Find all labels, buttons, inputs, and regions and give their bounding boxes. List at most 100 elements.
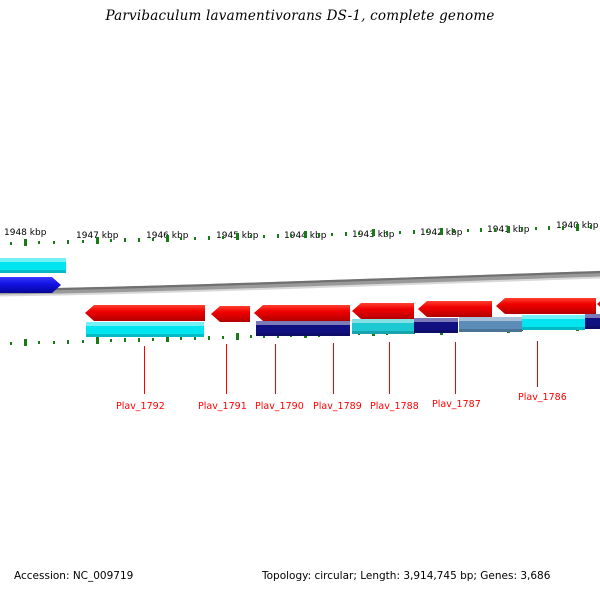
gene-1791-cds[interactable]: [211, 306, 250, 322]
ruler-tick-major: [507, 225, 510, 233]
ruler-tick-minor: [124, 238, 126, 242]
ruler-tick-minor: [138, 338, 140, 342]
gene-leader-line: [275, 344, 277, 394]
gene-leader-line: [537, 341, 539, 387]
ruler-tick-minor: [138, 238, 140, 242]
feature-highlight: [86, 322, 204, 326]
gene-leader-line: [333, 343, 335, 394]
ruler-tick-minor: [466, 228, 469, 233]
gene-1788-bar[interactable]: [414, 318, 458, 333]
ruler-tick-minor: [548, 226, 551, 230]
ruler-tick-minor: [180, 336, 182, 341]
ruler-tick-minor: [290, 233, 293, 238]
gene-1786-bar[interactable]: [522, 315, 585, 330]
feature-shadow: [585, 326, 600, 329]
ruler-tick-minor: [590, 225, 592, 229]
feature-highlight: [459, 317, 522, 321]
gene-1787-bar[interactable]: [459, 317, 522, 332]
ruler-tick-minor: [110, 338, 112, 343]
ruler-tick-minor: [124, 338, 126, 342]
ruler-tick-minor: [81, 239, 84, 244]
ruler-tick-minor: [194, 236, 196, 240]
ruler-tick-minor: [534, 226, 537, 231]
feature-shadow: [352, 331, 414, 334]
ruler-tick-minor: [152, 237, 154, 242]
gene-leader-line: [389, 342, 391, 394]
ruler-tick-minor: [331, 232, 334, 237]
ruler-tick-minor: [317, 233, 320, 237]
ruler-tick-minor: [67, 340, 70, 344]
gene-1790-bar[interactable]: [256, 321, 350, 336]
gene-1789-cds[interactable]: [352, 303, 414, 319]
genome-stats-text: Topology: circular; Length: 3,914,745 bp…: [262, 570, 551, 582]
ruler-tick-minor: [110, 238, 112, 243]
ruler-tick-major: [166, 235, 169, 243]
gene-1792-bar[interactable]: [86, 322, 204, 337]
gene-leader-line: [455, 342, 457, 394]
ruler-tick-minor: [208, 236, 210, 240]
ruler-tick-major: [576, 223, 579, 231]
accession-text: Accession: NC_009719: [14, 570, 134, 582]
gene-label-plav_1788[interactable]: Plav_1788: [370, 401, 419, 412]
gene-label-plav_1786[interactable]: Plav_1786: [518, 392, 567, 403]
ruler-tick-minor: [38, 240, 41, 245]
ruler-tick-minor: [263, 234, 266, 239]
gene-label-plav_1792[interactable]: Plav_1792: [116, 401, 165, 412]
ruler-tick-major: [24, 339, 27, 347]
ruler-tick-minor: [52, 240, 55, 244]
feature-shadow: [256, 333, 350, 336]
feature-highlight: [0, 258, 66, 262]
ruler-tick-minor: [222, 235, 224, 240]
ruler-tick-minor: [344, 232, 347, 236]
ruler-tick-minor: [10, 241, 12, 246]
ruler-tick-minor: [81, 339, 84, 344]
ruler-tick-minor: [152, 337, 154, 342]
ruler-tick-minor: [208, 336, 210, 340]
ruler-tick-minor: [562, 226, 565, 230]
gene-label-plav_1787[interactable]: Plav_1787: [432, 399, 481, 410]
feature-highlight: [352, 319, 414, 323]
gene-1792-cds[interactable]: [85, 305, 205, 321]
ruler-tick-minor: [399, 230, 402, 235]
ruler-tick-major: [236, 233, 239, 241]
genome-backbone-icon: [0, 270, 600, 297]
ruler-label-1948: 1948 kbp: [4, 228, 47, 238]
feature-highlight: [256, 321, 350, 325]
ruler-tick-minor: [493, 228, 496, 232]
gene-1788-cds[interactable]: [418, 301, 492, 317]
feature-highlight: [585, 314, 600, 318]
ruler-tick-minor: [520, 227, 523, 231]
ruler-tick-minor: [358, 231, 361, 236]
red-arrow-right-edge[interactable]: [597, 296, 600, 312]
gene-label-plav_1789[interactable]: Plav_1789: [313, 401, 362, 412]
gene-1789-bar[interactable]: [352, 319, 414, 334]
blue-arrow-left-edge[interactable]: [0, 277, 61, 293]
ruler-tick-minor: [385, 231, 388, 235]
feature-shadow: [0, 270, 66, 273]
navy-bar-right-edge[interactable]: [585, 314, 600, 329]
ruler-tick-minor: [480, 228, 483, 232]
ruler-tick-minor: [180, 236, 182, 241]
gene-1790-cds[interactable]: [254, 305, 350, 321]
feature-shadow: [522, 327, 585, 330]
ruler-tick-minor: [38, 340, 41, 345]
ruler-tick-major: [304, 231, 307, 239]
ruler-tick-minor: [249, 234, 252, 239]
ruler-tick-minor: [412, 230, 415, 234]
ruler-tick-minor: [10, 341, 12, 346]
ruler-tick-major: [372, 229, 375, 237]
cyan-bar-left-edge[interactable]: [0, 258, 66, 273]
feature-shadow: [459, 329, 522, 332]
ruler-tick-minor: [222, 335, 224, 340]
ruler-tick-major: [236, 333, 239, 341]
page-title: Parvibaculum lavamentivorans DS-1, compl…: [105, 8, 495, 24]
ruler-tick-major: [440, 227, 443, 235]
gene-1786-cds[interactable]: [496, 298, 596, 314]
gene-label-plav_1791[interactable]: Plav_1791: [198, 401, 247, 412]
gene-leader-line: [144, 346, 146, 394]
gene-label-plav_1790[interactable]: Plav_1790: [255, 401, 304, 412]
feature-highlight: [414, 318, 458, 322]
ruler-label-1947: 1947 kbp: [76, 231, 119, 241]
gene-leader-line: [226, 344, 228, 394]
